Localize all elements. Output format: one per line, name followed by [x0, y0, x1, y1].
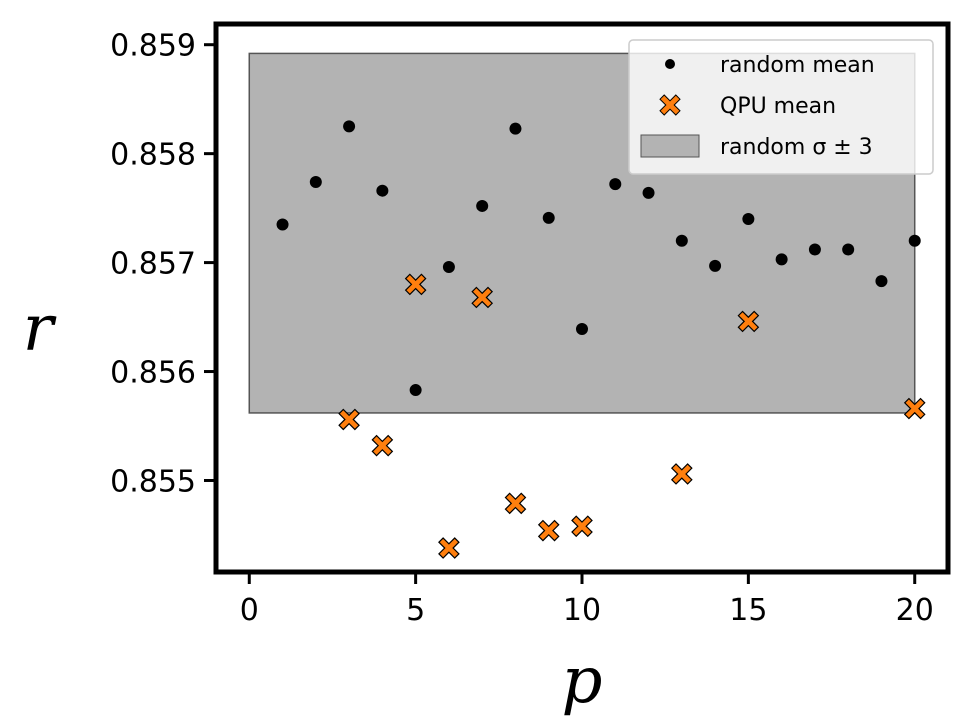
- qpu-mean-point: [670, 463, 693, 485]
- x-axis-label: p: [562, 644, 603, 718]
- x-tick-label: 0: [240, 593, 259, 628]
- legend-box: [628, 39, 934, 175]
- data-points: [276, 120, 926, 559]
- random-mean-point: [609, 178, 622, 191]
- qpu-mean-point: [471, 286, 494, 309]
- legend-band-swatch: [640, 134, 700, 158]
- random-mean-point: [376, 184, 389, 197]
- y-tick-label: 0.858: [110, 138, 196, 173]
- legend: random mean QPU mean random σ ± 3: [628, 39, 934, 175]
- random-mean-point: [908, 234, 921, 247]
- y-tick-label: 0.857: [110, 247, 196, 282]
- y-axis-label: r: [23, 292, 57, 366]
- random-mean-point: [742, 213, 755, 226]
- y-tick-label: 0.856: [110, 356, 196, 391]
- random-mean-point: [343, 120, 356, 133]
- random-mean-point: [875, 275, 888, 288]
- random-mean-point: [775, 253, 788, 266]
- qpu-mean-point: [571, 515, 593, 538]
- legend-dot-marker: [665, 59, 675, 69]
- random-mean-point: [276, 218, 289, 231]
- qpu-mean-point: [737, 310, 760, 333]
- y-tick-label: 0.855: [110, 464, 196, 499]
- legend-label-random-band: random σ ± 3: [720, 135, 873, 160]
- y-tick-label: 0.859: [110, 29, 196, 64]
- x-tick-label: 20: [896, 593, 934, 628]
- legend-label-random-mean: random mean: [720, 53, 875, 78]
- random-mean-point: [542, 211, 555, 224]
- x-tick-label: 10: [563, 593, 601, 628]
- x-tick-label: 5: [406, 593, 425, 628]
- random-mean-point: [309, 175, 322, 188]
- qpu-mean-point: [404, 273, 427, 296]
- random-mean-point: [842, 243, 855, 256]
- random-mean-point: [709, 259, 722, 272]
- random-mean-point: [409, 384, 422, 397]
- random-mean-point: [509, 122, 522, 135]
- x-tick-label: 15: [729, 593, 767, 628]
- random-mean-point: [576, 323, 588, 336]
- random-mean-point: [642, 186, 655, 199]
- qpu-mean-point: [338, 408, 360, 431]
- legend-label-qpu-mean: QPU mean: [720, 94, 836, 119]
- qpu-mean-point: [371, 434, 394, 457]
- qpu-mean-point: [438, 537, 460, 559]
- axis-ticks: 0 5 10 15 20 0.855 0.856 0.857 0.858 0.859: [110, 29, 934, 628]
- random-mean-point: [442, 260, 455, 273]
- random-mean-point: [808, 243, 821, 256]
- random-mean-point: [476, 199, 489, 212]
- qpu-mean-point: [537, 519, 560, 542]
- legend-x-marker: [659, 94, 681, 116]
- qpu-mean-point: [903, 397, 926, 420]
- qpu-mean-point: [504, 492, 527, 515]
- random-mean-point: [675, 234, 688, 247]
